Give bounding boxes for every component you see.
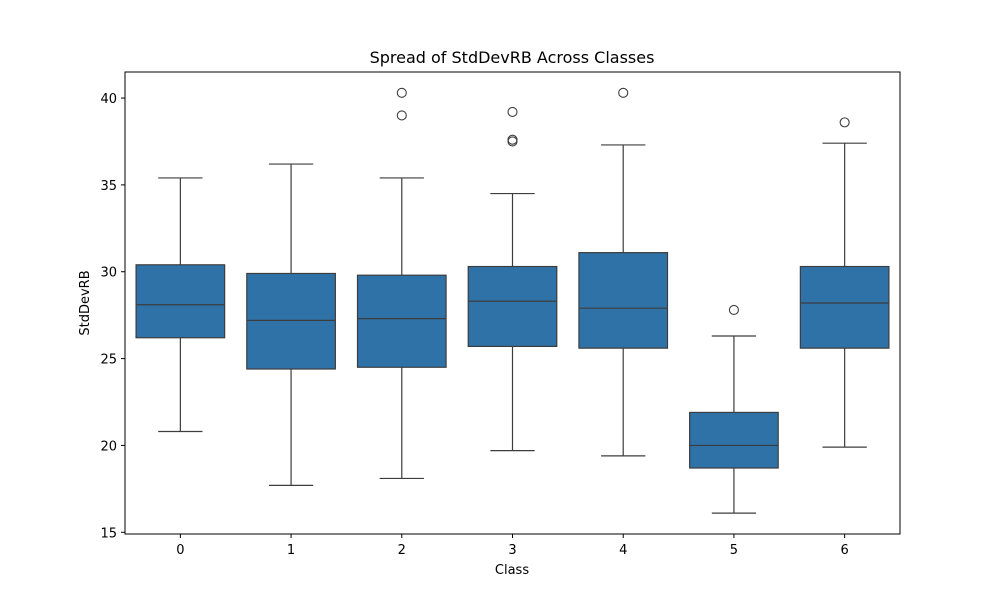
y-tick-label: 20 (100, 439, 117, 454)
x-tick-label: 0 (176, 543, 184, 558)
plot-area: 15 20 25 30 35 40 0 1 2 3 4 5 6 (100, 87, 890, 558)
box-class-0 (135, 264, 226, 339)
plot-frame (124, 71, 901, 535)
outlier-point (396, 110, 407, 121)
outlier-point (507, 106, 518, 117)
box-class-1 (246, 272, 336, 370)
outlier-point (839, 117, 850, 128)
x-axis-label: Class (495, 563, 529, 578)
y-tick-label: 25 (100, 353, 117, 368)
y-tick-label: 15 (100, 526, 117, 541)
box-class-6 (799, 265, 890, 349)
y-tick-label: 30 (100, 266, 117, 281)
x-tick-label: 4 (619, 543, 627, 558)
y-tick-label: 35 (100, 179, 117, 194)
outlier-point (618, 87, 629, 98)
box-class-5 (689, 411, 779, 469)
y-axis-label: StdDevRB (78, 270, 93, 335)
box-class-4 (578, 252, 669, 349)
outlier-point (396, 87, 407, 98)
x-tick-label: 3 (508, 543, 516, 558)
outlier-point (507, 134, 518, 145)
x-tick-label: 5 (730, 543, 738, 558)
x-tick-label: 6 (841, 543, 849, 558)
chart-title: Spread of StdDevRB Across Classes (370, 48, 655, 67)
x-tick-label: 2 (398, 543, 406, 558)
box-class-3 (467, 265, 558, 348)
box-class-2 (356, 274, 447, 368)
y-tick-label: 40 (100, 92, 117, 107)
x-tick-label: 1 (287, 543, 295, 558)
outlier-point (728, 304, 739, 315)
